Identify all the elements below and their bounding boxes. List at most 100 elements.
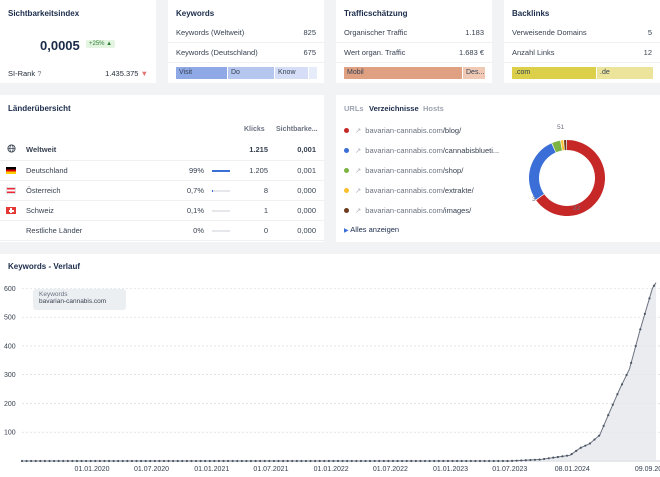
data-point[interactable]	[185, 459, 188, 463]
data-point[interactable]	[149, 459, 152, 463]
data-point[interactable]	[524, 459, 527, 462]
col-sicht-header[interactable]: Sichtbarke...	[276, 126, 318, 133]
data-point[interactable]	[240, 459, 243, 463]
data-point[interactable]	[378, 459, 381, 463]
country-row-weltweit[interactable]: Weltweit 1.215 0,001	[0, 140, 324, 161]
data-point[interactable]	[341, 459, 344, 463]
backlinks-row[interactable]: Verweisende Domains 5	[504, 23, 660, 43]
data-point[interactable]	[520, 459, 523, 462]
data-point[interactable]	[268, 459, 271, 463]
data-point[interactable]	[89, 459, 92, 463]
keywords-row[interactable]: Keywords (Weltweit) 825	[168, 23, 324, 43]
data-point[interactable]	[30, 459, 33, 463]
data-point[interactable]	[43, 459, 46, 463]
data-point[interactable]	[291, 459, 294, 463]
data-point[interactable]	[469, 459, 472, 463]
data-point[interactable]	[501, 459, 504, 463]
data-point[interactable]	[433, 459, 436, 463]
data-point[interactable]	[401, 459, 404, 463]
data-point[interactable]	[492, 459, 495, 463]
data-point[interactable]	[561, 455, 564, 458]
data-point[interactable]	[639, 328, 642, 331]
data-point[interactable]	[465, 459, 468, 463]
tab-verzeichnisse[interactable]: Verzeichnisse	[369, 104, 419, 113]
data-point[interactable]	[80, 459, 83, 463]
data-point[interactable]	[620, 383, 624, 386]
data-point[interactable]	[208, 459, 211, 463]
data-point[interactable]	[364, 459, 367, 463]
data-point[interactable]	[478, 459, 482, 463]
data-point[interactable]	[570, 452, 573, 456]
data-point[interactable]	[309, 459, 312, 463]
data-point[interactable]	[121, 459, 124, 463]
data-point[interactable]	[245, 459, 248, 463]
data-point[interactable]	[428, 459, 431, 463]
data-point[interactable]	[547, 457, 550, 460]
data-point[interactable]	[474, 459, 477, 463]
data-point[interactable]	[213, 459, 216, 463]
data-point[interactable]	[423, 459, 427, 463]
traffic-row[interactable]: Organischer Traffic 1.183	[336, 23, 492, 43]
data-point[interactable]	[25, 459, 28, 463]
data-point[interactable]	[510, 459, 514, 462]
data-point[interactable]	[249, 459, 253, 463]
traffic-row[interactable]: Wert organ. Traffic 1.683 €	[336, 43, 492, 63]
data-point[interactable]	[52, 459, 56, 463]
data-point[interactable]	[263, 459, 266, 463]
data-point[interactable]	[616, 393, 619, 396]
data-point[interactable]	[158, 459, 161, 463]
data-point[interactable]	[39, 459, 42, 463]
data-point[interactable]	[135, 459, 138, 463]
data-point[interactable]	[181, 459, 184, 463]
data-point[interactable]	[607, 414, 610, 417]
data-point[interactable]	[286, 459, 289, 463]
data-point[interactable]	[442, 459, 445, 463]
intent-bar[interactable]: Visit Do Know	[176, 67, 317, 79]
data-point[interactable]	[346, 459, 349, 463]
data-point[interactable]	[318, 459, 321, 463]
data-point[interactable]	[199, 459, 202, 463]
data-point[interactable]	[167, 459, 170, 463]
data-point[interactable]	[588, 442, 592, 445]
data-point[interactable]	[552, 456, 555, 459]
data-point[interactable]	[281, 459, 285, 463]
data-point[interactable]	[648, 297, 651, 300]
tab-hosts[interactable]: Hosts	[423, 104, 444, 113]
data-point[interactable]	[332, 459, 335, 463]
data-point[interactable]	[236, 459, 239, 463]
data-point[interactable]	[497, 459, 500, 463]
data-point[interactable]	[226, 459, 230, 463]
info-icon[interactable]: ?	[37, 69, 42, 78]
data-point[interactable]	[396, 459, 399, 463]
data-point[interactable]	[437, 459, 440, 463]
data-point[interactable]	[652, 284, 656, 287]
data-point[interactable]	[300, 459, 303, 463]
data-point[interactable]	[62, 459, 65, 463]
data-point[interactable]	[126, 459, 129, 463]
data-point[interactable]	[259, 459, 262, 463]
data-point[interactable]	[176, 459, 179, 463]
data-point[interactable]	[130, 459, 134, 463]
data-point[interactable]	[304, 459, 308, 463]
show-all-link[interactable]: ▶ Alles anzeigen	[344, 225, 399, 234]
donut-slice-cannabisblueten[interactable]	[529, 143, 556, 200]
donut-slice-extrakte[interactable]	[560, 140, 565, 151]
data-point[interactable]	[597, 434, 601, 437]
data-point[interactable]	[327, 459, 330, 463]
data-point[interactable]	[579, 446, 582, 449]
external-link-icon[interactable]: ↗	[355, 205, 362, 215]
data-point[interactable]	[85, 459, 88, 463]
data-point[interactable]	[488, 459, 491, 463]
data-point[interactable]	[153, 459, 156, 463]
tld-bar[interactable]: .com .de	[512, 67, 653, 79]
country-row-deutschland[interactable]: Deutschland 99% 1.205 0,001	[0, 160, 324, 181]
data-point[interactable]	[405, 459, 408, 463]
data-point[interactable]	[387, 459, 390, 463]
data-point[interactable]	[455, 459, 459, 463]
data-point[interactable]	[272, 459, 275, 463]
donut-slice-images[interactable]	[563, 140, 567, 151]
data-point[interactable]	[419, 459, 422, 463]
external-link-icon[interactable]: ↗	[355, 145, 362, 155]
data-point[interactable]	[373, 459, 376, 463]
backlinks-row[interactable]: Anzahl Links 12	[504, 43, 660, 63]
